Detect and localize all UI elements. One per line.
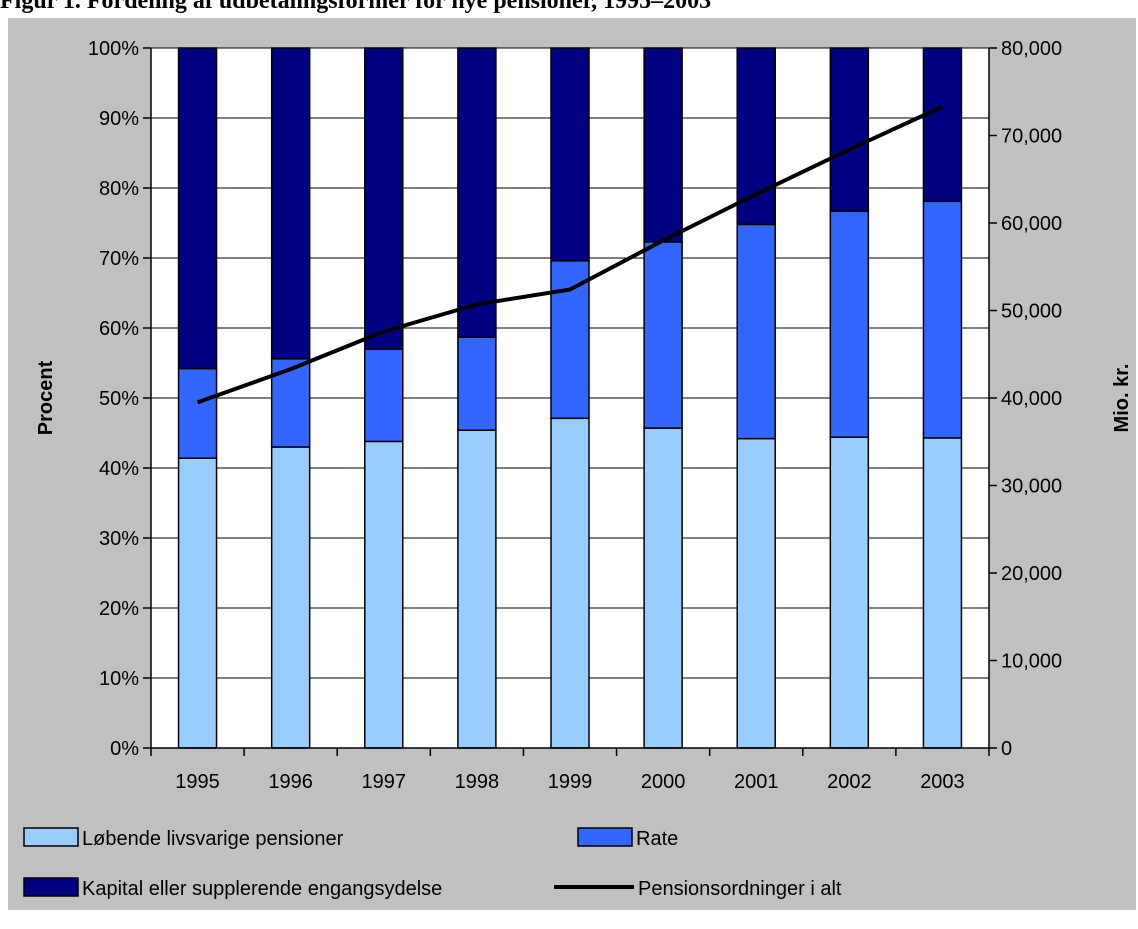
- bar-segment: [736, 47, 776, 226]
- bar-segment: [270, 446, 311, 749]
- bar-segment: [550, 417, 590, 749]
- bar-segment: [550, 47, 590, 262]
- axes: 0% 10% 20% 30% 40% 50% 60% 70% 80% 90% 100% 0 10,000…: [88, 38, 1062, 793]
- bar-segment: [364, 440, 404, 749]
- y2-tick-label: 0: [1001, 738, 1012, 760]
- bar-segment: [829, 210, 870, 438]
- x-tick-label: 1999: [548, 771, 593, 793]
- y-tick-label: 40%: [99, 458, 139, 480]
- bars: [177, 47, 963, 749]
- legend-label: Kapital eller supplerende engangsydelse: [82, 878, 442, 900]
- bar-segment: [270, 47, 311, 360]
- y2-tick-label: 60,000: [1001, 213, 1062, 235]
- bar-segment: [364, 47, 404, 350]
- y2-tick-label: 40,000: [1001, 388, 1062, 410]
- legend-label: Løbende livsvarige pensioner: [82, 828, 344, 850]
- y-tick-label: 100%: [88, 38, 139, 60]
- y-tick-label: 20%: [99, 598, 139, 620]
- x-tick-label: 2001: [734, 771, 779, 793]
- bar-segment: [736, 437, 776, 749]
- y-tick-label: 0%: [110, 738, 139, 760]
- y-tick-label: 10%: [99, 668, 139, 690]
- bar-segment: [364, 348, 404, 443]
- bar-segment: [177, 457, 218, 749]
- x-tick-label: 1998: [455, 771, 500, 793]
- total-line-path: [196, 104, 944, 405]
- bar-segment: [643, 427, 683, 749]
- x-tick-label: 2000: [641, 771, 686, 793]
- bar-segment: [177, 367, 218, 459]
- bar-segment: [457, 47, 497, 338]
- y2-tick-label: 70,000: [1001, 126, 1062, 148]
- y-tick-label: 90%: [99, 108, 139, 130]
- legend-swatch: [23, 827, 79, 847]
- bar-segment: [643, 241, 683, 429]
- x-tick-label: 1997: [362, 771, 407, 793]
- x-tick-label: 1996: [268, 771, 313, 793]
- bar-segment: [736, 223, 776, 440]
- bar-segment: [922, 47, 963, 203]
- y2-axis-title: Mio. kr.: [1111, 364, 1133, 433]
- legend-swatch: [23, 877, 79, 897]
- bar-segment: [457, 429, 497, 749]
- x-tick-label: 2003: [920, 771, 965, 793]
- y2-tick-label: 50,000: [1001, 301, 1062, 323]
- y-axis-title: Procent: [35, 360, 57, 435]
- y2-tick-label: 10,000: [1001, 651, 1062, 673]
- bar-segment: [550, 260, 590, 420]
- legend: Løbende livsvarige pensioner Rate Kapital …: [23, 827, 842, 900]
- y-tick-label: 60%: [99, 318, 139, 340]
- bar-segment: [829, 47, 870, 212]
- bar-segment: [922, 437, 963, 749]
- y2-tick-label: 20,000: [1001, 563, 1062, 585]
- bar-segment: [643, 47, 683, 243]
- y-tick-label: 70%: [99, 248, 139, 270]
- chart-area: 0% 10% 20% 30% 40% 50% 60% 70% 80% 90% 100% 0 10,000…: [8, 18, 1136, 910]
- figure-caption: Figur 1. Fordeling af udbetalingsformer …: [0, 0, 712, 14]
- x-tick-label: 2002: [827, 771, 872, 793]
- bar-segment: [829, 436, 870, 749]
- y-tick-label: 50%: [99, 388, 139, 410]
- legend-label: Rate: [636, 828, 678, 850]
- y2-tick-label: 30,000: [1001, 476, 1062, 498]
- y-tick-label: 80%: [99, 178, 139, 200]
- stacked-bar-line-chart: 0% 10% 20% 30% 40% 50% 60% 70% 80% 90% 100% 0 10,000…: [23, 38, 1133, 900]
- x-tick-label: 1995: [175, 771, 220, 793]
- legend-swatch: [577, 827, 633, 847]
- legend-label: Pensionsordninger i alt: [638, 878, 842, 900]
- total-line: [196, 104, 944, 405]
- bar-segment: [922, 200, 963, 439]
- bar-segment: [457, 336, 497, 431]
- y-tick-label: 30%: [99, 528, 139, 550]
- bar-segment: [177, 47, 218, 370]
- y2-tick-label: 80,000: [1001, 38, 1062, 60]
